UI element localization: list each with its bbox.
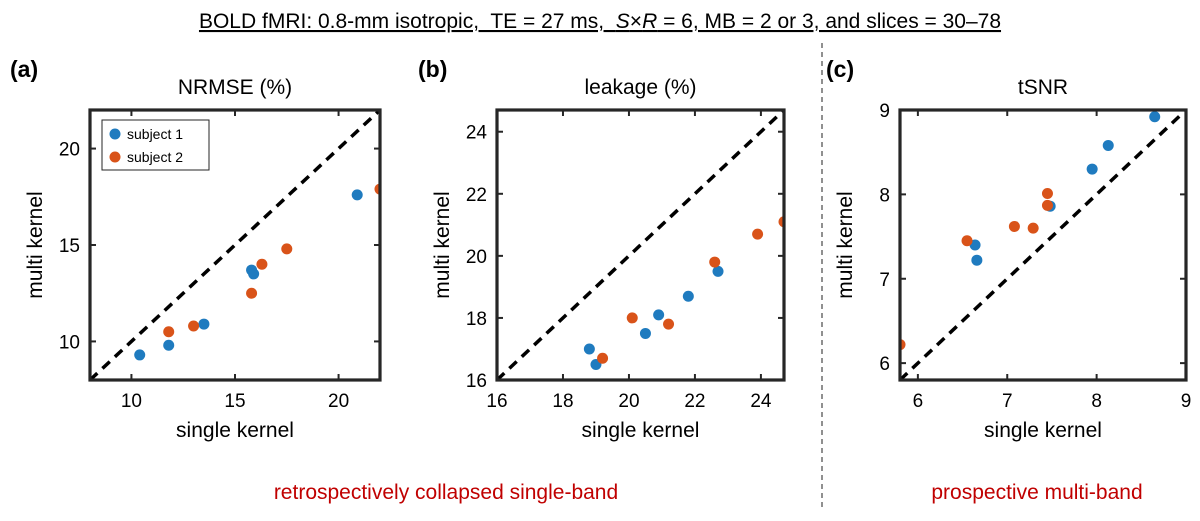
panel-a: (a) NRMSE (%) 10 15 20 10 15 20 single kernel mul… — [10, 56, 382, 442]
panel-b: (b) leakage (%) 16 18 20 22 24 16 18 20 22 24 single… — [418, 56, 786, 442]
y-tick-label: 8 — [879, 185, 890, 206]
y-tick-label: 18 — [466, 309, 487, 330]
panel-title: leakage (%) — [584, 76, 696, 99]
title-sr-times: × — [630, 10, 642, 33]
data-point-subject2 — [163, 326, 175, 338]
y-tick-label: 10 — [59, 332, 80, 353]
x-tick-label: 10 — [121, 391, 142, 412]
footer-right-label: prospective multi-band — [931, 481, 1142, 504]
x-tick-label: 9 — [1181, 391, 1192, 412]
legend-marker-subject1 — [109, 128, 121, 140]
x-axis-label: single kernel — [582, 419, 700, 442]
x-tick-label: 6 — [913, 391, 924, 412]
data-point-subject1 — [682, 290, 694, 302]
identity-line — [497, 110, 784, 380]
title-suffix: = 6, MB = 2 or 3, and slices = 30–78 — [657, 10, 1001, 33]
data-point-subject1 — [639, 327, 651, 339]
data-point-subject2 — [626, 312, 638, 324]
data-point-subject1 — [712, 265, 724, 277]
x-tick-label: 8 — [1091, 391, 1102, 412]
y-axis-label: multi kernel — [834, 191, 857, 298]
x-tick-label: 16 — [486, 391, 507, 412]
x-tick-label: 22 — [684, 391, 705, 412]
y-tick-label: 20 — [59, 140, 80, 161]
data-point-subject1 — [134, 349, 146, 361]
legend: subject 1 subject 2 — [101, 119, 210, 171]
identity-line — [90, 110, 380, 380]
data-point-subject2 — [597, 352, 609, 364]
y-axis-label: multi kernel — [24, 191, 47, 298]
panel-title: tSNR — [1018, 76, 1068, 99]
y-tick-label: 20 — [466, 247, 487, 268]
data-point-subject2 — [1041, 199, 1053, 211]
title-sr-s: S — [616, 10, 630, 33]
x-tick-label: 7 — [1002, 391, 1013, 412]
y-tick-label: 9 — [879, 101, 890, 122]
data-point-subject2 — [281, 243, 293, 255]
figure-title: BOLD fMRI: 0.8-mm isotropic, TE = 27 ms,… — [199, 10, 1001, 33]
data-point-subject1 — [163, 339, 175, 351]
y-tick-label: 24 — [466, 123, 488, 144]
panel-title: NRMSE (%) — [178, 76, 292, 99]
y-tick-label: 16 — [466, 371, 487, 392]
y-tick-label: 22 — [466, 185, 487, 206]
x-axis-label: single kernel — [176, 419, 294, 442]
data-point-subject2 — [961, 235, 973, 247]
data-point-subject1 — [248, 268, 260, 280]
x-axis-label: single kernel — [984, 419, 1102, 442]
data-point-subject1 — [971, 254, 983, 266]
panel-label: (a) — [10, 56, 38, 82]
data-point-subject1 — [1086, 163, 1098, 175]
data-point-subject1 — [351, 189, 363, 201]
data-point-subject1 — [1102, 139, 1114, 151]
data-point-subject1 — [198, 318, 210, 330]
x-tick-label: 18 — [552, 391, 573, 412]
legend-marker-subject2 — [109, 151, 121, 163]
data-point-subject2 — [256, 258, 268, 270]
title-sr-r: R — [642, 10, 657, 33]
data-point-subject2 — [188, 320, 200, 332]
legend-label: subject 2 — [127, 149, 183, 165]
data-point-subject2 — [752, 228, 764, 240]
x-tick-label: 20 — [328, 391, 349, 412]
footer-left-label: retrospectively collapsed single-band — [274, 481, 618, 504]
legend-box — [101, 119, 210, 171]
legend-label: subject 1 — [127, 126, 183, 142]
data-point-subject2 — [709, 256, 721, 268]
data-point-subject2 — [1008, 220, 1020, 232]
y-tick-label: 7 — [879, 270, 890, 291]
data-point-subject1 — [583, 343, 595, 355]
x-tick-label: 15 — [224, 391, 245, 412]
data-point-subject2 — [246, 287, 258, 299]
data-point-subject1 — [1149, 111, 1161, 123]
y-tick-label: 15 — [59, 236, 80, 257]
plot-frame — [495, 108, 786, 382]
plot-frame — [898, 108, 1188, 382]
panel-label: (c) — [826, 56, 854, 82]
data-point-subject1 — [653, 309, 665, 321]
y-axis-label: multi kernel — [431, 191, 454, 298]
data-point-subject2 — [1041, 188, 1053, 200]
x-tick-label: 20 — [618, 391, 639, 412]
panel-label: (b) — [418, 56, 447, 82]
title-prefix: BOLD fMRI: 0.8-mm isotropic, TE = 27 ms, — [199, 10, 616, 33]
panel-c: (c) tSNR 6 7 8 9 6 7 8 9 single kernel multi kernel — [826, 56, 1191, 442]
x-tick-label: 24 — [750, 391, 772, 412]
y-tick-label: 6 — [879, 354, 890, 375]
data-point-subject2 — [663, 318, 675, 330]
data-point-subject2 — [1027, 222, 1039, 234]
identity-line — [900, 110, 1186, 380]
